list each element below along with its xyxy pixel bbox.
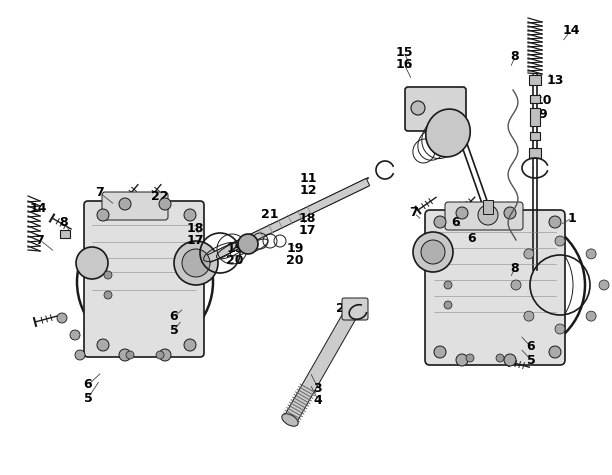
Text: 8: 8 <box>510 262 520 275</box>
FancyBboxPatch shape <box>530 108 540 126</box>
Circle shape <box>549 346 561 358</box>
Circle shape <box>586 311 596 321</box>
Text: 5: 5 <box>84 391 92 405</box>
Circle shape <box>466 354 474 362</box>
Text: 17: 17 <box>298 224 316 237</box>
Circle shape <box>504 354 516 366</box>
Text: 14: 14 <box>562 23 580 37</box>
Text: 8: 8 <box>60 216 69 228</box>
Text: 17: 17 <box>186 234 204 247</box>
Text: 18: 18 <box>298 211 316 225</box>
Text: 20: 20 <box>226 254 244 266</box>
Text: 21: 21 <box>261 209 278 221</box>
Circle shape <box>555 236 565 246</box>
Circle shape <box>478 205 498 225</box>
Circle shape <box>411 101 425 115</box>
FancyBboxPatch shape <box>529 75 541 85</box>
Circle shape <box>159 198 171 210</box>
Circle shape <box>159 349 171 361</box>
FancyBboxPatch shape <box>405 87 466 131</box>
Circle shape <box>434 346 446 358</box>
Text: 16: 16 <box>395 57 412 70</box>
FancyBboxPatch shape <box>60 230 70 238</box>
Text: 6: 6 <box>170 311 178 323</box>
Text: 2: 2 <box>335 302 345 314</box>
Circle shape <box>156 351 164 359</box>
Circle shape <box>549 216 561 228</box>
Circle shape <box>524 311 534 321</box>
Circle shape <box>456 207 468 219</box>
Circle shape <box>70 330 80 340</box>
Circle shape <box>182 249 210 277</box>
Circle shape <box>126 351 134 359</box>
Text: 22: 22 <box>151 190 169 202</box>
Circle shape <box>57 313 67 323</box>
Circle shape <box>97 339 109 351</box>
FancyBboxPatch shape <box>529 148 541 158</box>
Text: 14: 14 <box>29 201 47 215</box>
Text: 9: 9 <box>539 108 547 122</box>
Circle shape <box>586 249 596 259</box>
Circle shape <box>504 207 516 219</box>
Circle shape <box>119 198 131 210</box>
FancyBboxPatch shape <box>483 200 493 214</box>
Text: 8: 8 <box>510 50 520 64</box>
Polygon shape <box>284 312 356 424</box>
Text: 3: 3 <box>314 381 323 395</box>
Text: 6: 6 <box>452 216 460 228</box>
Text: 4: 4 <box>313 393 323 407</box>
Circle shape <box>76 247 108 279</box>
Circle shape <box>511 280 521 290</box>
Text: 5: 5 <box>526 353 536 367</box>
Text: 6: 6 <box>527 341 536 353</box>
Polygon shape <box>198 179 370 266</box>
Text: 1: 1 <box>567 211 577 225</box>
Text: 10: 10 <box>534 94 552 106</box>
FancyBboxPatch shape <box>425 210 565 365</box>
Text: 7: 7 <box>409 207 419 219</box>
Circle shape <box>496 354 504 362</box>
Text: 13: 13 <box>547 74 564 86</box>
Text: 7: 7 <box>95 187 105 200</box>
Circle shape <box>555 324 565 334</box>
Text: 11: 11 <box>299 171 317 184</box>
Text: 20: 20 <box>286 254 304 266</box>
FancyBboxPatch shape <box>445 202 523 230</box>
Circle shape <box>104 291 112 299</box>
Circle shape <box>184 209 196 221</box>
FancyBboxPatch shape <box>530 132 540 140</box>
Circle shape <box>599 280 609 290</box>
Circle shape <box>456 354 468 366</box>
Circle shape <box>421 240 445 264</box>
Text: 19: 19 <box>286 241 304 255</box>
Text: 6: 6 <box>84 379 92 391</box>
Circle shape <box>434 216 446 228</box>
Text: 6: 6 <box>468 231 476 245</box>
FancyBboxPatch shape <box>342 298 368 320</box>
Circle shape <box>97 209 109 221</box>
Text: 5: 5 <box>170 323 178 336</box>
Text: 7: 7 <box>35 234 45 247</box>
Text: 15: 15 <box>395 46 412 58</box>
Text: 19: 19 <box>226 241 244 255</box>
Circle shape <box>524 249 534 259</box>
Circle shape <box>174 241 218 285</box>
FancyBboxPatch shape <box>84 201 204 357</box>
Circle shape <box>104 271 112 279</box>
Circle shape <box>413 232 453 272</box>
Circle shape <box>444 301 452 309</box>
Text: 12: 12 <box>299 183 317 197</box>
Ellipse shape <box>426 109 470 157</box>
FancyBboxPatch shape <box>530 95 540 103</box>
Circle shape <box>238 234 258 254</box>
Circle shape <box>444 281 452 289</box>
Circle shape <box>184 339 196 351</box>
FancyBboxPatch shape <box>102 192 168 220</box>
Circle shape <box>75 350 85 360</box>
Text: 18: 18 <box>186 221 204 235</box>
Ellipse shape <box>282 414 298 426</box>
Circle shape <box>119 349 131 361</box>
